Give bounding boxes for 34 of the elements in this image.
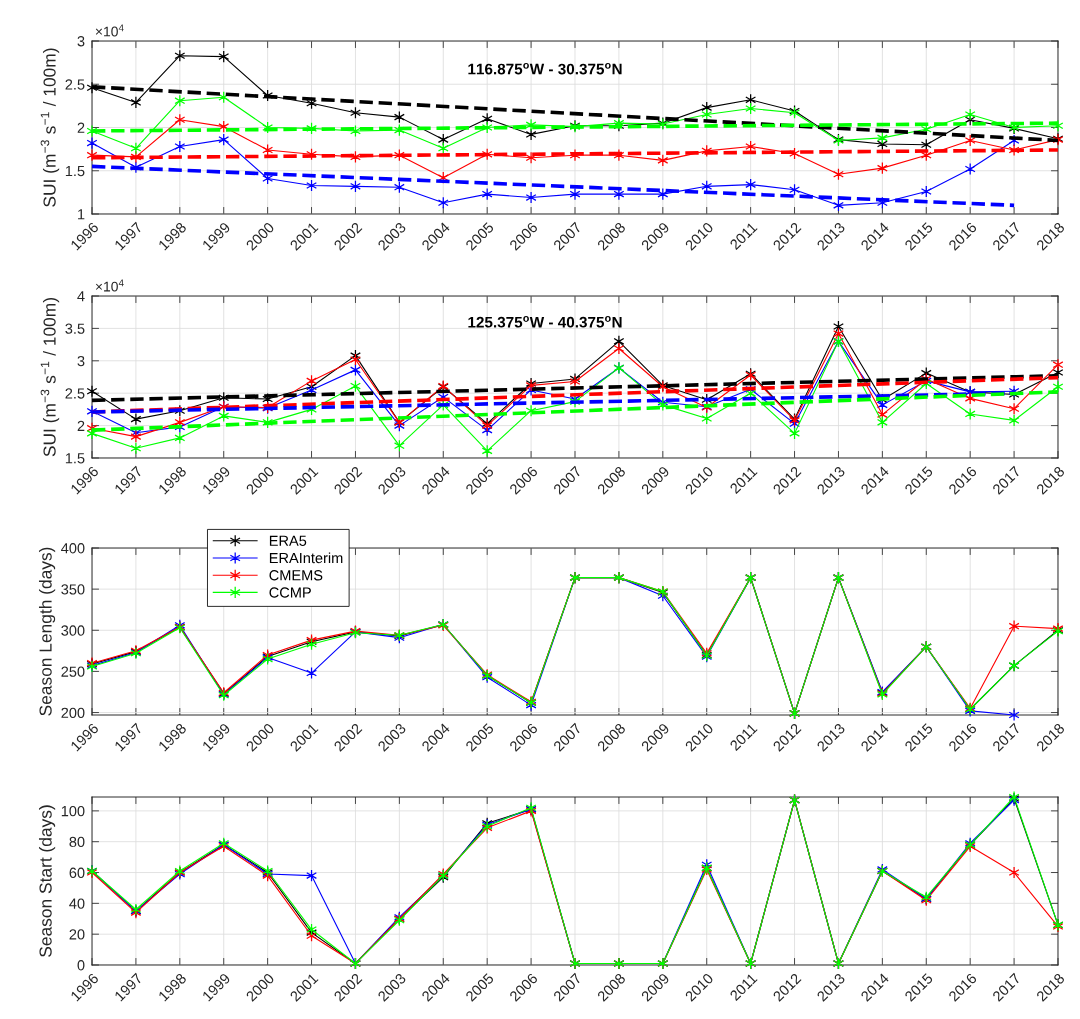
y-tick-label: 2.5 xyxy=(65,79,85,90)
y-tick-label: 100 xyxy=(61,805,85,817)
y-tick-label: 250 xyxy=(61,666,85,677)
y-tick-label: 1 xyxy=(78,209,85,220)
text: 125.375$^{o}$W - 40.375$^{o}$N xyxy=(468,316,622,328)
text: ×10$^{4}$ xyxy=(95,24,124,37)
y-axis-title: Season Start (days) xyxy=(38,805,56,957)
y-tick-label: 4 xyxy=(77,291,85,302)
y-axis-title: SUI (m$^{−3}$ s$^{−1}$ / 100m) xyxy=(40,48,60,207)
y-tick-label: 0 xyxy=(77,960,85,971)
text: 116.875$^{o}$W - 30.375$^{o}$N xyxy=(468,62,622,75)
y-tick-label: 3.5 xyxy=(65,323,85,334)
y-tick-label: 300 xyxy=(61,625,85,636)
y-tick-label: 80 xyxy=(69,836,85,848)
legend-label: CCMP xyxy=(269,587,311,598)
y-tick-label: 200 xyxy=(61,707,85,718)
legend-label: ERAInterim xyxy=(269,552,343,564)
y-axis-title: Season Length (days) xyxy=(38,547,56,716)
legend-label: ERA5 xyxy=(269,535,307,546)
y-tick-label: 350 xyxy=(61,584,85,595)
y-tick-label: 60 xyxy=(69,867,85,878)
y-tick-label: 2 xyxy=(77,122,85,133)
y-tick-label: 20 xyxy=(69,929,85,940)
y-axis-title: SUI (m$^{−3}$ s$^{−1}$ / 100m) xyxy=(40,298,60,457)
y-tick-label: 1.5 xyxy=(65,453,85,464)
text: ×10$^{4}$ xyxy=(95,279,124,292)
y-tick-label: 3 xyxy=(77,36,85,47)
y-tick-label: 3 xyxy=(77,355,85,367)
legend-label: CMEMS xyxy=(269,570,323,581)
y-tick-label: 2 xyxy=(77,420,85,431)
y-tick-label: 400 xyxy=(61,543,85,554)
y-tick-label: 2.5 xyxy=(65,388,85,399)
y-tick-label: 40 xyxy=(69,898,85,909)
y-tick-label: 1.5 xyxy=(65,166,85,177)
